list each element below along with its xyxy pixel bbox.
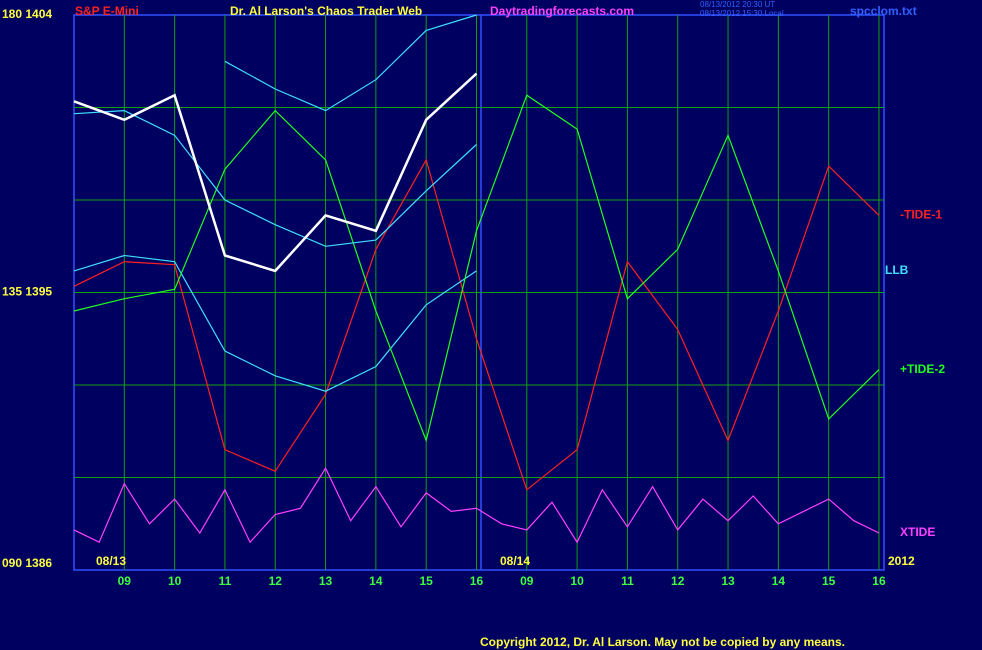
x-tick-label: 14 xyxy=(369,574,383,588)
grid xyxy=(74,15,884,570)
x-tick-label: 11 xyxy=(219,574,232,588)
x-tick-label: 15 xyxy=(822,574,836,588)
x-tick-label: 10 xyxy=(168,574,182,588)
series-lines xyxy=(73,14,880,544)
series-label: -TIDE-1 xyxy=(900,208,942,222)
date-label: 08/14 xyxy=(500,554,530,568)
x-tick-label: 15 xyxy=(419,574,433,588)
x-tick-label: 11 xyxy=(621,574,634,588)
date-label: 2012 xyxy=(888,554,915,568)
x-tick-label: 09 xyxy=(520,574,534,588)
chart-title: Dr. Al Larson's Chaos Trader Web xyxy=(230,4,422,18)
series-line xyxy=(73,109,477,247)
y-tick-label: 090 1386 xyxy=(2,556,52,570)
series-line xyxy=(73,72,478,273)
x-tick-label: 09 xyxy=(118,574,132,588)
timestamp: 08/13/2012 15:30 Local xyxy=(700,9,784,18)
series-line xyxy=(73,467,880,544)
x-tick-label: 13 xyxy=(721,574,735,588)
series-line xyxy=(73,254,477,392)
series-line xyxy=(73,158,880,491)
date-label: 08/13 xyxy=(96,554,126,568)
x-tick-label: 16 xyxy=(872,574,886,588)
copyright: Copyright 2012, Dr. Al Larson. May not b… xyxy=(480,635,845,649)
x-tick-label: 12 xyxy=(671,574,685,588)
series-label: +TIDE-2 xyxy=(900,362,945,376)
x-tick-label: 13 xyxy=(319,574,333,588)
file-name: spcclom.txt xyxy=(850,4,917,18)
website: Daytradingforecasts.com xyxy=(490,4,634,18)
x-tick-label: 12 xyxy=(269,574,283,588)
symbol: S&P E-Mini xyxy=(75,4,139,18)
series-label: LLB xyxy=(885,263,909,277)
y-tick-label: 180 1404 xyxy=(2,7,52,21)
series-line xyxy=(73,94,880,443)
timestamp: 08/13/2012 20:30 UT xyxy=(700,0,775,9)
series-label: XTIDE xyxy=(900,525,935,539)
x-tick-label: 16 xyxy=(470,574,484,588)
x-tick-label: 14 xyxy=(772,574,786,588)
y-tick-label: 135 1395 xyxy=(2,285,52,299)
x-tick-label: 10 xyxy=(570,574,584,588)
series-line xyxy=(224,14,477,112)
